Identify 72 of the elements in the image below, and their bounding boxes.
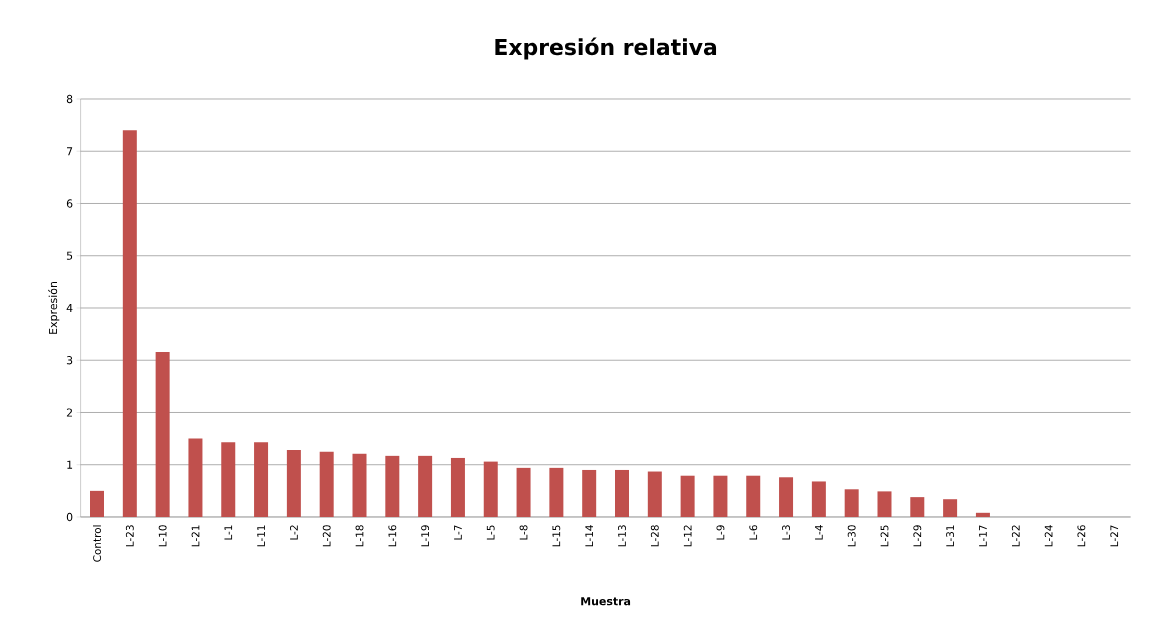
- bar: [615, 469, 629, 517]
- x-tick-label: L-16: [388, 525, 397, 547]
- y-tick-label: 3: [66, 356, 73, 365]
- x-tick-label: L-17: [979, 525, 987, 547]
- y-tick-label: 4: [66, 304, 73, 312]
- x-axis-title: Muestra: [581, 597, 631, 606]
- x-tick-label: L-20: [322, 525, 331, 547]
- x-tick-label: L-22: [1011, 525, 1020, 547]
- bar: [319, 451, 334, 517]
- x-tick-label: L-5: [486, 525, 495, 540]
- bar: [155, 351, 170, 517]
- bar: [418, 455, 433, 517]
- x-tick-label: L-12: [683, 525, 692, 547]
- bar: [549, 467, 564, 517]
- x-tick-label: L-2: [290, 525, 298, 540]
- bar: [746, 475, 761, 517]
- bar: [910, 497, 925, 517]
- x-tick-label: Control: [92, 525, 102, 562]
- bar: [221, 442, 236, 517]
- bar: [286, 450, 301, 517]
- bar: [943, 499, 958, 517]
- x-tick-label: L-26: [1077, 525, 1086, 547]
- x-tick-label: L-6: [749, 525, 758, 540]
- x-tick-label: L-10: [158, 525, 167, 547]
- x-tick-label: L-1: [224, 525, 233, 540]
- x-tick-label: L-8: [519, 525, 528, 540]
- bar: [713, 475, 728, 517]
- bar: [352, 453, 367, 517]
- y-tick-label: 6: [66, 199, 73, 208]
- y-tick-label: 8: [66, 94, 73, 104]
- x-tick-label: L-4: [815, 525, 823, 540]
- x-tick-label: L-23: [125, 525, 134, 547]
- bar: [188, 438, 203, 517]
- bar: [254, 442, 269, 517]
- y-tick-label: 7: [67, 147, 73, 156]
- y-tick-label: 1: [67, 460, 73, 469]
- x-tick-label: L-11: [257, 525, 265, 547]
- x-tick-label: L-21: [191, 525, 200, 547]
- x-tick-label: L-7: [454, 525, 462, 540]
- x-tick-label: L-27: [1110, 525, 1119, 547]
- bar: [483, 461, 498, 517]
- x-tick-label: L-28: [650, 525, 659, 547]
- bar: [844, 489, 859, 517]
- bar: [582, 469, 597, 517]
- x-tick-label: L-31: [946, 525, 955, 547]
- x-tick-label: L-30: [847, 525, 856, 547]
- y-tick-label: 2: [66, 408, 72, 417]
- x-tick-label: L-19: [421, 525, 430, 547]
- chart-title: Expresión relativa: [495, 37, 717, 60]
- y-tick-label: 0: [66, 512, 73, 522]
- bar: [516, 467, 531, 517]
- bar: [779, 477, 794, 517]
- x-tick-label: L-15: [552, 525, 561, 547]
- y-axis-title: Expresión: [48, 282, 60, 334]
- bar: [647, 471, 662, 517]
- bar: [450, 457, 465, 517]
- x-tick-label: L-18: [355, 525, 364, 547]
- bar: [680, 475, 695, 517]
- bar: [975, 512, 990, 517]
- bar: [385, 455, 400, 517]
- bar: [90, 490, 105, 517]
- x-tick-label: L-3: [782, 525, 790, 540]
- y-tick-label: 5: [66, 251, 73, 260]
- bar: [122, 130, 137, 517]
- bar: [811, 481, 826, 517]
- bar: [877, 491, 892, 517]
- x-tick-label: L-24: [1044, 525, 1053, 547]
- x-tick-label: L-9: [716, 525, 725, 540]
- x-tick-label: L-25: [880, 525, 889, 547]
- x-tick-label: L-29: [913, 525, 922, 547]
- x-tick-label: L-13: [618, 525, 626, 547]
- x-tick-label: L-14: [585, 525, 593, 547]
